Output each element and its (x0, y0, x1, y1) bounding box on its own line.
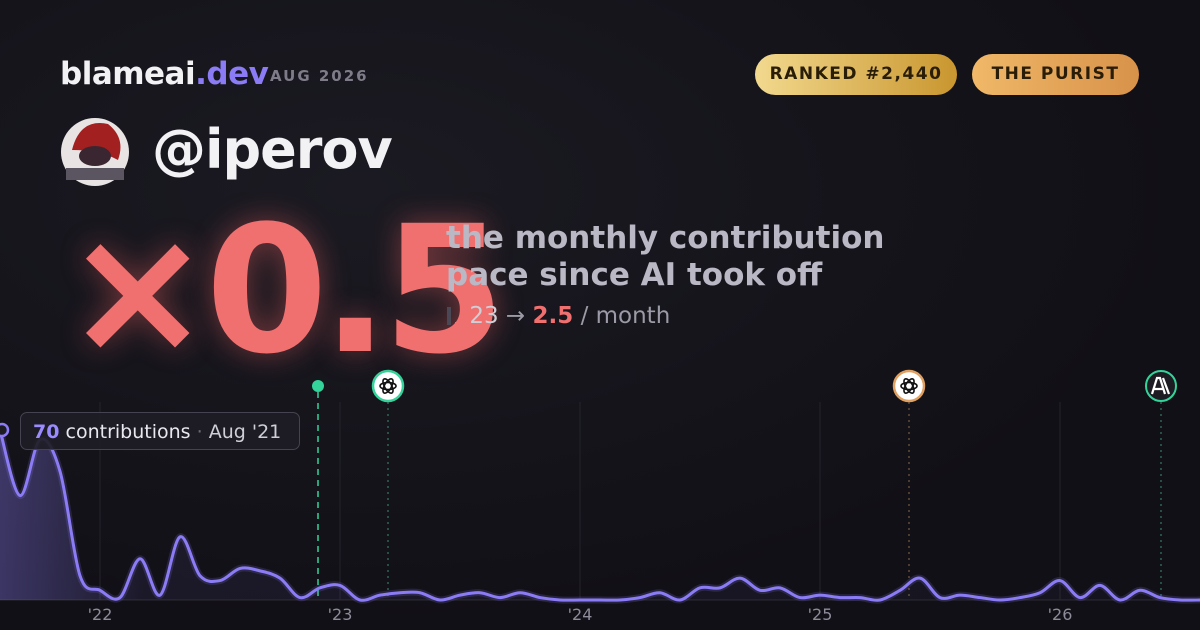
x-tick-label: '24 (568, 605, 593, 624)
tooltip-date: Aug '21 (208, 421, 282, 443)
date: AUG 2026 (270, 67, 369, 85)
event-icon (892, 369, 926, 403)
arrow: → (505, 303, 526, 329)
brand-tld: .dev (195, 56, 269, 92)
mini-bars (447, 307, 461, 325)
brand-name: blameai (60, 56, 196, 92)
line (0, 429, 1200, 602)
unit: / month (580, 303, 671, 329)
tooltip-value: 70 (33, 421, 60, 443)
stats: 23 → 2.5 / month (446, 303, 670, 329)
multiplier: ×0.5 (64, 188, 505, 393)
avatar (61, 118, 129, 186)
brand: blameai.dev (60, 56, 269, 92)
title-badge: THE PURIST (972, 54, 1139, 95)
event-icon (371, 369, 405, 403)
tooltip: 70 contributions · Aug '21 (20, 412, 300, 450)
x-tick-label: '23 (328, 605, 353, 624)
tooltip-label: contributions (65, 421, 191, 443)
after: 2.5 (532, 303, 574, 329)
rank-badge: RANKED #2,440 (755, 54, 957, 95)
description: pace since AI took off (446, 257, 823, 293)
before: 23 (469, 303, 499, 329)
area (0, 430, 1200, 601)
event-icon (1145, 370, 1177, 402)
ai-marker-dot (312, 380, 324, 392)
hover-point (0, 422, 10, 438)
x-tick-label: '26 (1048, 605, 1073, 624)
x-tick-label: '25 (808, 605, 833, 624)
x-tick-label: '22 (88, 605, 113, 624)
handle: @iperov (152, 118, 393, 181)
description: the monthly contribution (446, 220, 885, 256)
